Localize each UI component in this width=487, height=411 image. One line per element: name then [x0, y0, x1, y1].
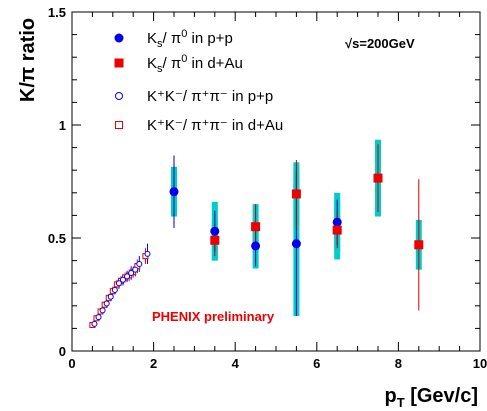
x-axis-title: pT [Gev/c] — [384, 385, 478, 410]
y-tick-label: 1.5 — [48, 5, 66, 20]
legend-item-kc-dau: K⁺K⁻/ π⁺π⁻ in d+Au — [115, 117, 283, 134]
marker-ks-dau — [251, 222, 261, 232]
x-axis-title-sub: T — [397, 395, 405, 410]
marker-kc-pp — [115, 280, 122, 287]
x-tick-label: 2 — [150, 356, 157, 371]
legend-marker-filled-circle — [114, 33, 124, 43]
y-tick-label: 0 — [59, 344, 66, 359]
marker-kc-pp — [111, 286, 118, 293]
marker-ks-dau — [373, 173, 383, 183]
marker-kc-pp — [132, 266, 139, 273]
marker-kc-pp — [95, 314, 102, 321]
legend: Ks/ π0 in p+p Ks/ π0 in d+Au K⁺K⁻/ π⁺π⁻ … — [114, 28, 283, 134]
marker-kc-pp — [144, 250, 151, 257]
legend-item-ks-pp: Ks/ π0 in p+p — [114, 28, 233, 50]
legend-label-kc-pp: K⁺K⁻/ π⁺π⁻ in p+p — [147, 88, 273, 105]
legend-marker-open-square — [115, 121, 123, 129]
marker-kc-pp — [107, 293, 114, 300]
y-axis-title: K/π ratio — [17, 18, 39, 102]
x-tick-label: 8 — [395, 356, 402, 371]
x-tick-labels: 0 2 4 6 8 10 — [68, 356, 487, 371]
y-tick-labels: 0 0.5 1 1.5 — [48, 5, 66, 359]
x-axis-title-main: p — [384, 385, 396, 407]
preliminary-label: PHENIX preliminary — [152, 309, 275, 324]
marker-ks-dau — [332, 225, 342, 235]
y-tick-label: 0.5 — [48, 231, 66, 246]
marker-kc-pp — [120, 276, 126, 283]
marker-ks-dau — [291, 189, 301, 199]
marker-kc-pp — [136, 260, 143, 267]
energy-label: √s=200GeV — [345, 36, 415, 51]
marker-ks-pp — [291, 239, 301, 249]
legend-label-ks-dau: Ks/ π0 in d+Au — [147, 53, 243, 75]
data-markers — [89, 173, 424, 329]
marker-kc-pp — [124, 273, 131, 280]
legend-item-kc-pp: K⁺K⁻/ π⁺π⁻ in p+p — [115, 88, 273, 105]
legend-label-ks-pp: Ks/ π0 in p+p — [147, 28, 233, 50]
marker-kc-pp — [99, 307, 106, 314]
marker-ks-pp — [332, 217, 342, 227]
x-tick-label: 10 — [473, 356, 487, 371]
marker-kc-pp — [91, 320, 98, 327]
axis-ticks — [71, 11, 481, 352]
marker-ks-pp — [251, 241, 261, 251]
x-tick-label: 0 — [68, 356, 75, 371]
marker-ks-pp — [210, 226, 220, 236]
marker-ks-dau — [414, 240, 424, 250]
legend-item-ks-dau: Ks/ π0 in d+Au — [114, 53, 243, 75]
x-tick-label: 4 — [232, 356, 240, 371]
y-tick-label: 1 — [59, 118, 66, 133]
legend-marker-filled-square — [114, 58, 124, 68]
marker-kc-pp — [103, 300, 110, 307]
marker-kc-pp — [128, 270, 135, 277]
x-tick-label: 6 — [313, 356, 320, 371]
marker-ks-dau — [210, 235, 220, 245]
legend-marker-open-circle — [115, 92, 123, 100]
legend-label-kc-dau: K⁺K⁻/ π⁺π⁻ in d+Au — [147, 117, 283, 134]
marker-ks-pp — [169, 187, 179, 197]
x-axis-title-rest: [Gev/c] — [405, 385, 478, 407]
